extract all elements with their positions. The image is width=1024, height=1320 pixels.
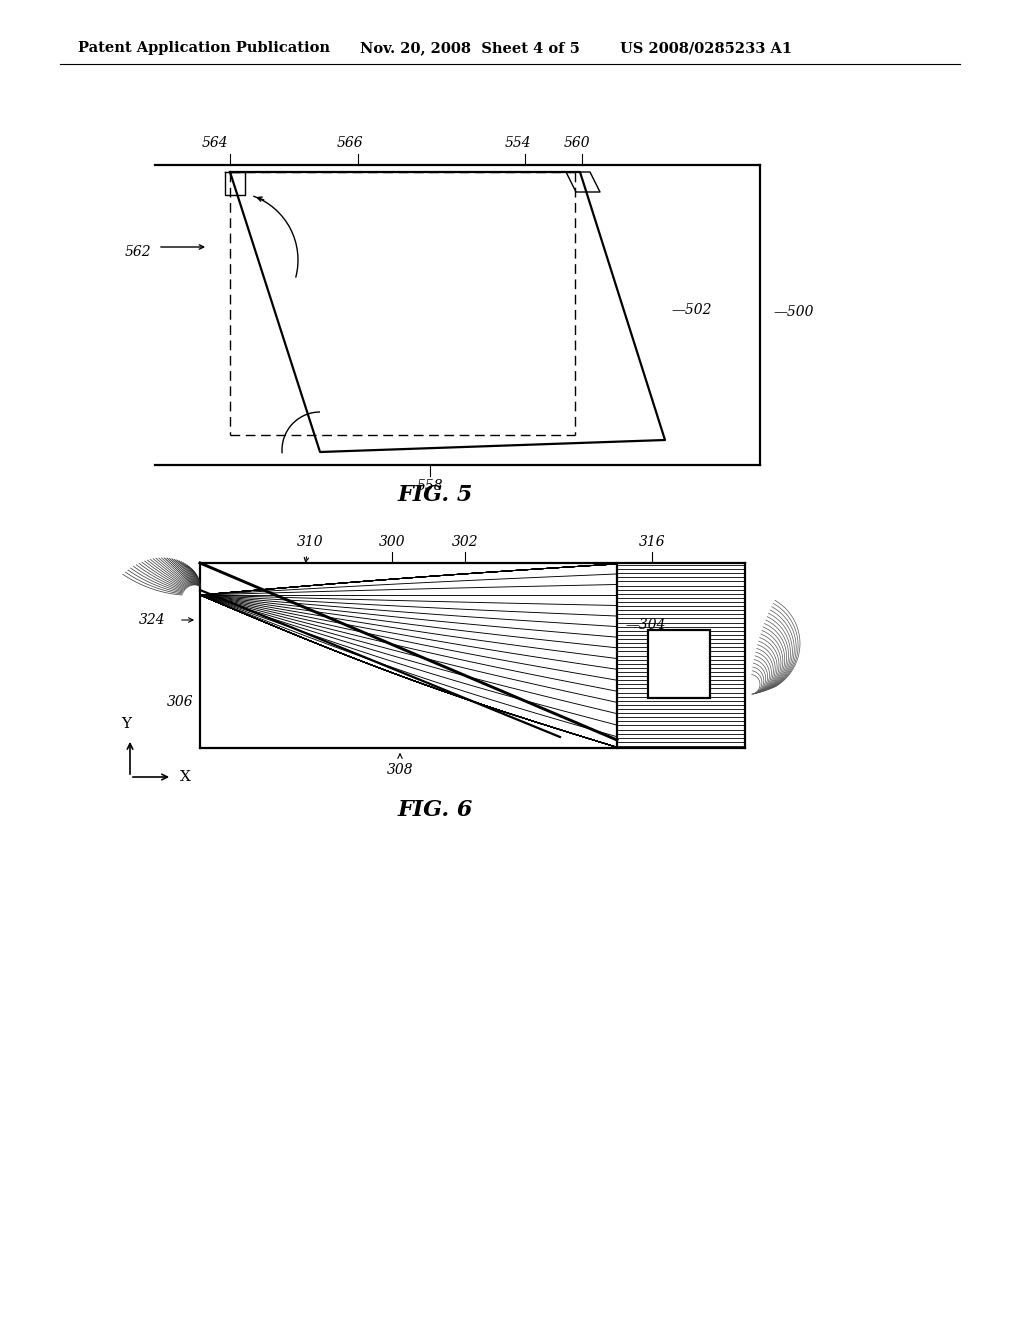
Text: 300: 300 [379, 535, 406, 549]
Text: FIG. 6: FIG. 6 [397, 799, 473, 821]
Text: —502: —502 [671, 304, 712, 317]
Text: FIG. 5: FIG. 5 [397, 484, 473, 506]
Text: 558: 558 [417, 479, 443, 492]
Text: 564: 564 [202, 136, 228, 150]
Text: X: X [180, 770, 190, 784]
Text: —304: —304 [625, 618, 666, 632]
Text: 302: 302 [452, 535, 478, 549]
Text: 566: 566 [337, 136, 364, 150]
Text: 562: 562 [124, 246, 151, 259]
Text: US 2008/0285233 A1: US 2008/0285233 A1 [620, 41, 793, 55]
Text: 308: 308 [387, 763, 414, 777]
Text: 306: 306 [166, 696, 193, 709]
Text: Patent Application Publication: Patent Application Publication [78, 41, 330, 55]
Text: 316: 316 [639, 535, 666, 549]
Text: 324: 324 [138, 612, 165, 627]
Text: Y: Y [121, 717, 131, 731]
Text: Nov. 20, 2008  Sheet 4 of 5: Nov. 20, 2008 Sheet 4 of 5 [360, 41, 580, 55]
Text: 560: 560 [563, 136, 590, 150]
Bar [648, 630, 710, 698]
Text: —500: —500 [773, 305, 813, 319]
Text: 310: 310 [297, 535, 324, 549]
Text: 554: 554 [505, 136, 531, 150]
